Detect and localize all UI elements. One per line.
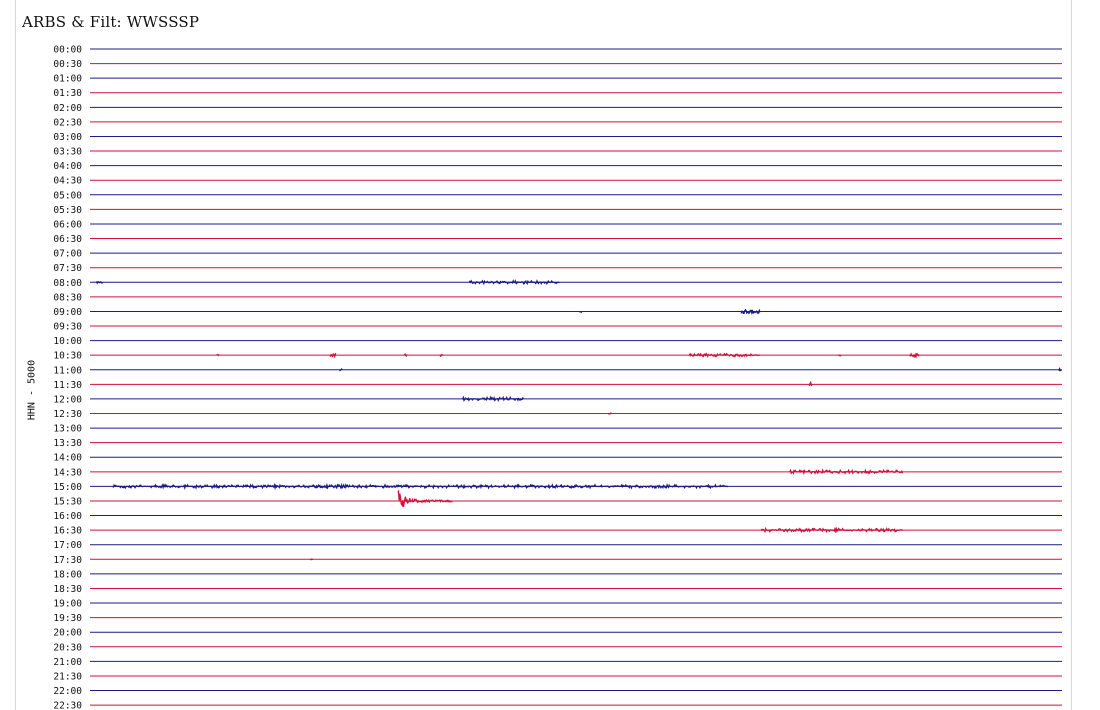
row-label: 16:00 bbox=[53, 511, 82, 522]
seismic-event bbox=[397, 489, 453, 508]
row-label: 00:00 bbox=[53, 45, 82, 56]
row-label: 21:00 bbox=[53, 657, 82, 668]
row-label: 16:30 bbox=[53, 526, 82, 537]
row-label: 21:30 bbox=[53, 671, 82, 682]
seismic-event bbox=[95, 280, 104, 285]
row-label: 06:30 bbox=[53, 234, 82, 245]
row-label: 14:30 bbox=[53, 467, 82, 478]
seismic-event bbox=[310, 558, 314, 561]
seismic-event bbox=[838, 354, 842, 357]
row-label: 00:30 bbox=[53, 59, 82, 70]
seismic-event bbox=[439, 353, 443, 358]
row-label: 06:00 bbox=[53, 219, 82, 230]
row-label: 18:30 bbox=[53, 584, 82, 595]
row-label: 20:30 bbox=[53, 642, 82, 653]
row-label: 03:30 bbox=[53, 147, 82, 158]
row-label: 08:00 bbox=[53, 278, 82, 289]
row-label: 02:00 bbox=[53, 103, 82, 114]
row-label: 15:30 bbox=[53, 496, 82, 507]
plot-frame bbox=[15, 0, 1072, 710]
seismic-event bbox=[339, 367, 343, 372]
seismic-event bbox=[403, 353, 408, 357]
row-label: 15:00 bbox=[53, 482, 82, 493]
row-label: 08:30 bbox=[53, 292, 82, 303]
row-label: 13:30 bbox=[53, 438, 82, 449]
row-label: 22:30 bbox=[53, 701, 82, 710]
row-label: 04:30 bbox=[53, 176, 82, 187]
row-label: 05:30 bbox=[53, 205, 82, 216]
seismic-event bbox=[1058, 366, 1062, 372]
seismic-event bbox=[468, 279, 560, 286]
chart-title: ARBS & Filt: WWSSSP bbox=[22, 13, 200, 31]
row-label: 19:30 bbox=[53, 613, 82, 624]
row-label: 17:30 bbox=[53, 555, 82, 566]
seismic-event bbox=[760, 526, 903, 534]
row-label: 11:30 bbox=[53, 380, 82, 391]
seismic-event bbox=[688, 352, 761, 358]
row-label: 22:00 bbox=[53, 686, 82, 697]
row-label: 09:30 bbox=[53, 322, 82, 333]
seismic-event bbox=[789, 468, 904, 476]
row-label: 02:30 bbox=[53, 117, 82, 128]
row-label: 03:00 bbox=[53, 132, 82, 143]
row-label: 19:00 bbox=[53, 599, 82, 610]
row-label: 01:00 bbox=[53, 74, 82, 85]
seismic-event bbox=[112, 482, 729, 491]
row-label: 01:30 bbox=[53, 88, 82, 99]
seismic-event bbox=[216, 353, 220, 357]
seismic-event bbox=[461, 395, 524, 403]
row-label: 12:30 bbox=[53, 409, 82, 420]
row-label: 14:00 bbox=[53, 453, 82, 464]
seismic-event bbox=[909, 352, 920, 360]
row-label: 13:00 bbox=[53, 424, 82, 435]
row-label: 07:30 bbox=[53, 263, 82, 274]
row-label: 10:00 bbox=[53, 336, 82, 347]
row-label: 07:00 bbox=[53, 249, 82, 260]
row-label: 05:00 bbox=[53, 190, 82, 201]
seismic-event bbox=[808, 380, 813, 387]
seismic-event bbox=[740, 308, 761, 315]
seismic-event bbox=[579, 311, 583, 313]
row-label: 20:00 bbox=[53, 628, 82, 639]
row-label: 09:00 bbox=[53, 307, 82, 318]
row-label: 18:00 bbox=[53, 569, 82, 580]
seismic-event bbox=[329, 352, 337, 359]
row-label: 12:00 bbox=[53, 394, 82, 405]
row-label: 04:00 bbox=[53, 161, 82, 172]
seismic-event bbox=[608, 412, 612, 415]
row-label: 10:30 bbox=[53, 351, 82, 362]
row-label: 11:00 bbox=[53, 365, 82, 376]
row-label: 17:00 bbox=[53, 540, 82, 551]
